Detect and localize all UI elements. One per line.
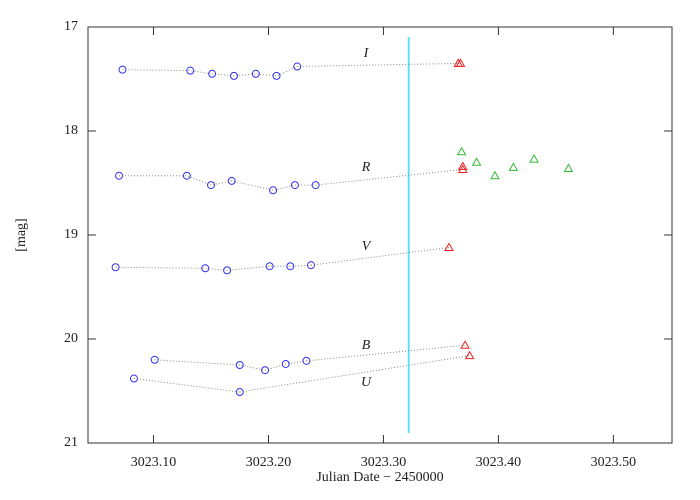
band-label: V xyxy=(362,239,372,254)
data-point xyxy=(235,361,244,369)
data-point xyxy=(293,62,302,71)
data-point xyxy=(269,186,278,195)
data-point xyxy=(286,262,295,271)
trend-connector xyxy=(315,168,463,186)
trend-connector xyxy=(306,344,466,362)
data-point xyxy=(508,162,519,171)
band-label: B xyxy=(362,338,371,353)
data-point xyxy=(456,146,467,156)
data-point xyxy=(302,356,311,365)
trend-line xyxy=(154,359,307,371)
x-tick-label: 3023.40 xyxy=(476,455,522,470)
trend-connector xyxy=(239,355,470,393)
data-point xyxy=(311,181,320,190)
trend-line xyxy=(122,66,298,77)
trend-line xyxy=(115,264,312,271)
data-point xyxy=(471,157,482,166)
y-tick-label: 19 xyxy=(64,227,78,242)
y-axis-label: [mag] xyxy=(14,218,29,251)
data-point xyxy=(464,350,475,360)
data-point xyxy=(235,388,244,397)
y-tick-label: 18 xyxy=(64,123,78,138)
data-point xyxy=(223,266,232,275)
data-point xyxy=(201,264,210,273)
band-label: R xyxy=(361,160,371,175)
x-tick-label: 3023.30 xyxy=(361,455,407,470)
band-label: I xyxy=(363,46,370,61)
data-point xyxy=(444,242,454,251)
x-tick-label: 3023.10 xyxy=(131,455,177,470)
x-tick-label: 3023.50 xyxy=(591,455,637,470)
y-tick-label: 21 xyxy=(64,435,78,450)
data-point xyxy=(208,69,217,78)
data-point xyxy=(230,71,238,80)
data-point xyxy=(529,154,539,163)
x-axis-label: Julian Date − 2450000 xyxy=(316,470,443,485)
trend-line xyxy=(133,378,240,393)
data-point xyxy=(307,261,316,270)
y-tick-label: 17 xyxy=(64,19,78,34)
data-point xyxy=(227,176,236,185)
data-point xyxy=(182,171,191,180)
data-point xyxy=(290,181,299,190)
data-point xyxy=(207,181,216,190)
data-point xyxy=(563,163,574,172)
data-point xyxy=(455,58,466,67)
trend-line xyxy=(119,175,316,191)
plot-frame xyxy=(87,26,673,444)
data-point xyxy=(115,171,124,180)
data-point xyxy=(129,374,138,383)
data-point xyxy=(261,366,270,375)
data-point xyxy=(272,71,281,80)
y-tick-label: 20 xyxy=(64,331,78,346)
data-point xyxy=(265,262,274,271)
data-point xyxy=(281,359,290,368)
trend-connector xyxy=(297,62,459,68)
data-point xyxy=(111,263,120,272)
band-label: U xyxy=(361,375,372,390)
data-point xyxy=(460,340,470,349)
data-point xyxy=(118,65,127,74)
x-tick-label: 3023.20 xyxy=(246,455,292,470)
data-point xyxy=(251,69,260,78)
trend-connector xyxy=(310,246,450,266)
data-point xyxy=(186,66,195,75)
data-point xyxy=(490,170,500,180)
data-point xyxy=(457,161,468,170)
data-point xyxy=(150,355,159,364)
